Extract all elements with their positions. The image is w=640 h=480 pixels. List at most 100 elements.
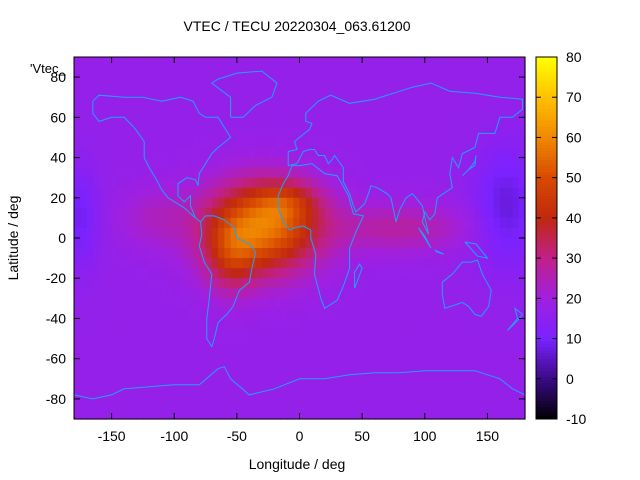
heatmap-cell (280, 77, 288, 88)
heatmap-cell (349, 408, 357, 420)
heatmap-cell (293, 167, 301, 179)
heatmap-cell (393, 238, 401, 249)
heatmap-cell (261, 177, 269, 189)
heatmap-cell (174, 107, 182, 118)
heatmap-cell (380, 77, 388, 88)
heatmap-cell (111, 358, 119, 370)
heatmap-cell (205, 288, 213, 299)
heatmap-cell (337, 398, 344, 410)
heatmap-cell (405, 298, 413, 309)
heatmap-cell (130, 97, 138, 108)
heatmap-cell (437, 398, 445, 410)
heatmap-cell (387, 227, 395, 239)
heatmap-cell (74, 177, 81, 189)
heatmap-cell (456, 348, 463, 360)
heatmap-cell (136, 358, 144, 370)
heatmap-cell (130, 77, 138, 88)
heatmap-cell (92, 348, 100, 360)
heatmap-cell (280, 97, 288, 108)
heatmap-cell (424, 207, 432, 219)
heatmap-cell (130, 167, 138, 179)
heatmap-cell (205, 67, 213, 78)
heatmap-cell (449, 177, 457, 189)
heatmap-cell (512, 177, 520, 189)
heatmap-cell (362, 358, 370, 370)
heatmap-cell (305, 288, 313, 299)
heatmap-cell (149, 358, 157, 370)
heatmap-cell (261, 318, 269, 330)
heatmap-cell (105, 107, 113, 118)
heatmap-cell (380, 87, 388, 98)
heatmap-cell (355, 238, 363, 249)
heatmap-cell (493, 298, 501, 309)
heatmap-cell (86, 157, 94, 169)
heatmap-cell (424, 278, 432, 289)
heatmap-cell (124, 328, 131, 340)
heatmap-cell (199, 398, 207, 410)
heatmap-cell (174, 87, 182, 98)
heatmap-cell (92, 97, 100, 108)
heatmap-cell (456, 207, 463, 219)
heatmap-cell (387, 298, 395, 309)
heatmap-cell (412, 258, 420, 269)
heatmap-cell (387, 67, 395, 78)
heatmap-cell (424, 147, 432, 159)
heatmap-cell (161, 157, 169, 169)
heatmap-cell (412, 328, 420, 340)
heatmap-cell (142, 278, 150, 289)
heatmap-cell (80, 157, 88, 169)
heatmap-cell (186, 67, 194, 78)
heatmap-cell (424, 348, 432, 360)
heatmap-cell (380, 358, 388, 370)
heatmap-cell (236, 77, 244, 88)
heatmap-cell (218, 87, 225, 98)
heatmap-cell (92, 238, 100, 249)
heatmap-cell (268, 117, 276, 128)
heatmap-cell (343, 278, 351, 289)
heatmap-cell (305, 127, 313, 139)
heatmap-cell (380, 167, 388, 179)
heatmap-cell (418, 167, 426, 179)
heatmap-cell (487, 157, 495, 169)
heatmap-cell (487, 358, 495, 370)
heatmap-cell (155, 147, 163, 159)
heatmap-cell (431, 378, 438, 390)
heatmap-cell (431, 157, 438, 169)
colorbar-segment (536, 277, 557, 281)
heatmap-cell (280, 278, 288, 289)
heatmap-cell (130, 107, 138, 118)
heatmap-cell (405, 248, 413, 259)
heatmap-cell (261, 368, 269, 380)
heatmap-cell (274, 388, 282, 400)
heatmap-cell (193, 167, 200, 179)
heatmap-cell (155, 187, 163, 199)
heatmap-cell (105, 268, 113, 279)
heatmap-cell (418, 177, 426, 189)
heatmap-cell (124, 258, 131, 269)
heatmap-cell (330, 298, 338, 309)
heatmap-cell (243, 268, 250, 279)
heatmap-cell (318, 197, 326, 209)
heatmap-cell (349, 177, 357, 189)
heatmap-cell (124, 388, 131, 400)
colorbar-segment (536, 222, 557, 227)
heatmap-cell (312, 408, 319, 420)
heatmap-cell (474, 167, 482, 179)
colorbar-segment (536, 132, 557, 136)
heatmap-cell (211, 308, 219, 320)
heatmap-cell (117, 258, 125, 269)
heatmap-cell (274, 207, 282, 219)
heatmap-cell (518, 278, 526, 289)
heatmap-cell (362, 278, 370, 289)
heatmap-cell (474, 328, 482, 340)
heatmap-cell (443, 87, 451, 98)
heatmap-cell (155, 368, 163, 380)
heatmap-cell (136, 238, 144, 249)
heatmap-cell (456, 318, 463, 330)
heatmap-cell (155, 157, 163, 169)
heatmap-cell (230, 67, 238, 78)
heatmap-cell (512, 358, 520, 370)
heatmap-cell (399, 117, 407, 128)
heatmap-cell (117, 238, 125, 249)
heatmap-cell (512, 77, 520, 88)
